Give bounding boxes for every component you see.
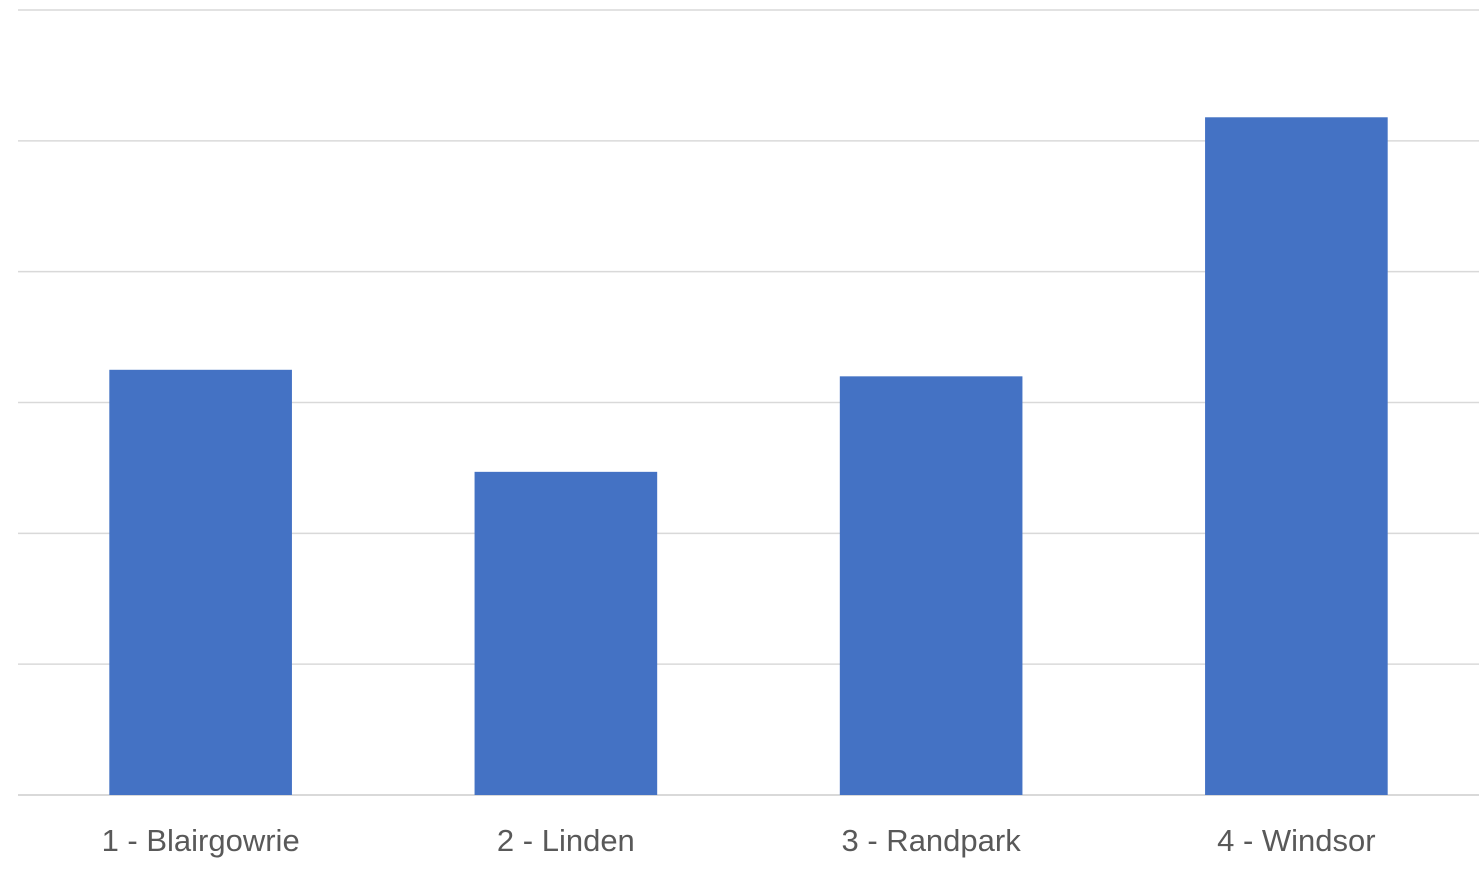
bar bbox=[1205, 117, 1388, 796]
category-label: 2 - Linden bbox=[497, 823, 635, 858]
category-labels: 1 - Blairgowrie 2 - Linden 3 - Randpark 4 -… bbox=[102, 823, 1376, 858]
category-label: 1 - Blairgowrie bbox=[102, 823, 300, 858]
bar bbox=[474, 471, 658, 795]
bar bbox=[109, 369, 292, 795]
bar bbox=[839, 376, 1023, 795]
category-label: 4 - Windsor bbox=[1217, 823, 1375, 858]
category-label: 3 - Randpark bbox=[842, 823, 1022, 858]
bars bbox=[109, 117, 1388, 796]
